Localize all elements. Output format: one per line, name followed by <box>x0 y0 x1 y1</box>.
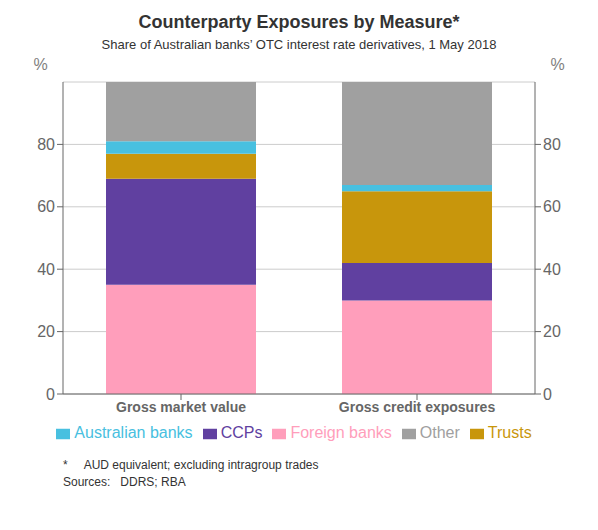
svg-text:Gross credit exposures: Gross credit exposures <box>339 399 496 415</box>
svg-text:Gross market value: Gross market value <box>116 399 246 415</box>
svg-text:%: % <box>33 56 47 73</box>
svg-text:80: 80 <box>543 136 561 153</box>
html-text:Counterparty Exposures by Meas: Counterparty Exposures by Measure* <box>138 12 460 32</box>
html-text:Australian banks: Australian banks <box>74 424 193 441</box>
html-text:Foreign banks: Foreign banks <box>290 424 392 441</box>
svg-text:20: 20 <box>37 323 55 340</box>
html-text:Sources: DDRS; RBA: Sources: DDRS; RBA <box>63 475 186 489</box>
html-text:CCPs: CCPs <box>220 424 263 441</box>
svg-text:40: 40 <box>37 261 55 278</box>
svg-text:20: 20 <box>543 323 561 340</box>
html-text:Trusts: Trusts <box>487 424 532 441</box>
svg-text:60: 60 <box>37 198 55 215</box>
svg-text:60: 60 <box>543 198 561 215</box>
html-text:Share of Australian banks’ OTC: Share of Australian banks’ OTC interest … <box>101 37 497 52</box>
html-text:* AUD equivalent; excluding in: * AUD equivalent; excluding intragroup t… <box>63 458 319 472</box>
svg-text:0: 0 <box>46 386 55 403</box>
svg-text:%: % <box>550 56 564 73</box>
svg-text:80: 80 <box>37 136 55 153</box>
html-text:Other: Other <box>419 424 460 441</box>
svg-text:0: 0 <box>543 386 552 403</box>
svg-text:40: 40 <box>543 261 561 278</box>
